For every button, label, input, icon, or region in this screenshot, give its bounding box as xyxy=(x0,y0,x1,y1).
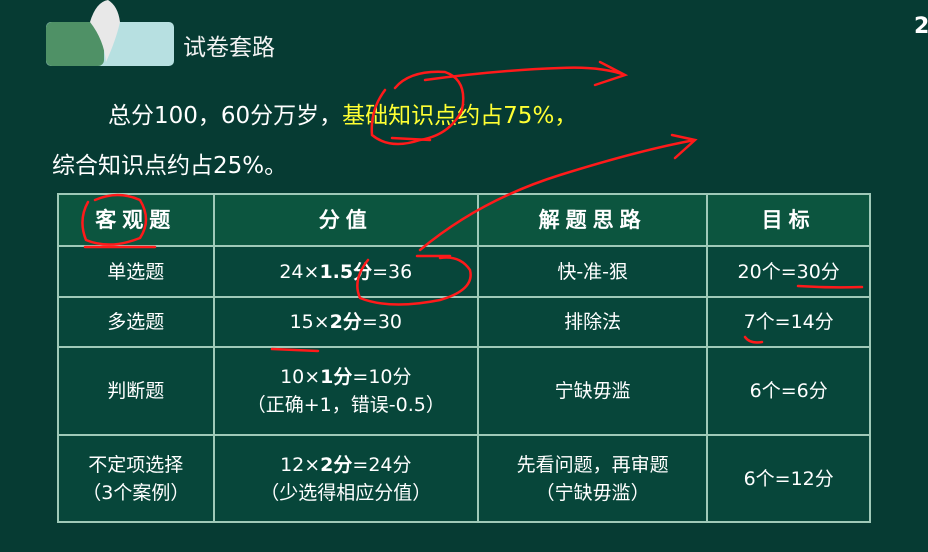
score-cell: 12×2分=24分 （少选得相应分值） xyxy=(212,434,479,523)
type-cell: 多选题 xyxy=(57,296,215,348)
type-cell: 判断题 xyxy=(57,346,215,436)
slide-title: 试卷套路 xyxy=(183,35,275,61)
approach-cell: 宁缺毋滥 xyxy=(476,346,709,436)
approach-cell: 快-准-狠 xyxy=(476,245,709,298)
para1-text: 总分100，60分万岁， xyxy=(108,103,343,129)
header-cell: 解题思路 xyxy=(476,193,709,247)
score-table: 客观题 分值 解题思路 目标 单选题 24×1.5分=36 快-准-狠 20个=… xyxy=(57,193,871,523)
type-cell: 不定项选择 （3个案例） xyxy=(57,434,215,523)
type-cell: 单选题 xyxy=(57,245,215,298)
goal-cell: 6个=12分 xyxy=(706,434,871,523)
approach-cell: 排除法 xyxy=(476,296,709,348)
page-number: 2 xyxy=(914,14,928,39)
header-cell: 分值 xyxy=(212,193,479,247)
table-row: 多选题 15×2分=30 排除法 7个=14分 xyxy=(57,296,871,348)
score-cell: 24×1.5分=36 xyxy=(212,245,479,298)
goal-cell: 6个=6分 xyxy=(706,346,871,436)
score-cell: 10×1分=10分 （正确+1，错误-0.5） xyxy=(212,346,479,436)
paragraph-2: 综合知识点约占25%。 xyxy=(52,153,288,179)
table-row: 判断题 10×1分=10分 （正确+1，错误-0.5） 宁缺毋滥 6个=6分 xyxy=(57,346,871,436)
paragraph-1: 总分100，60分万岁，基础知识点约占75%， xyxy=(108,96,577,130)
highlight-text: 基础知识点约占75%， xyxy=(342,103,578,129)
table-row: 不定项选择 （3个案例） 12×2分=24分 （少选得相应分值） 先看问题，再审题（… xyxy=(57,434,871,523)
goal-cell: 7个=14分 xyxy=(706,296,871,348)
header-cell: 目标 xyxy=(706,193,871,247)
score-cell: 15×2分=30 xyxy=(212,296,479,348)
header-cell: 客观题 xyxy=(57,193,215,247)
goal-cell: 20个=30分 xyxy=(706,245,871,298)
table-row: 单选题 24×1.5分=36 快-准-狠 20个=30分 xyxy=(57,245,871,298)
approach-cell: 先看问题，再审题 （宁缺毋滥） xyxy=(476,434,709,523)
table-header-row: 客观题 分值 解题思路 目标 xyxy=(57,193,871,247)
title-decoration-icon xyxy=(46,0,174,66)
